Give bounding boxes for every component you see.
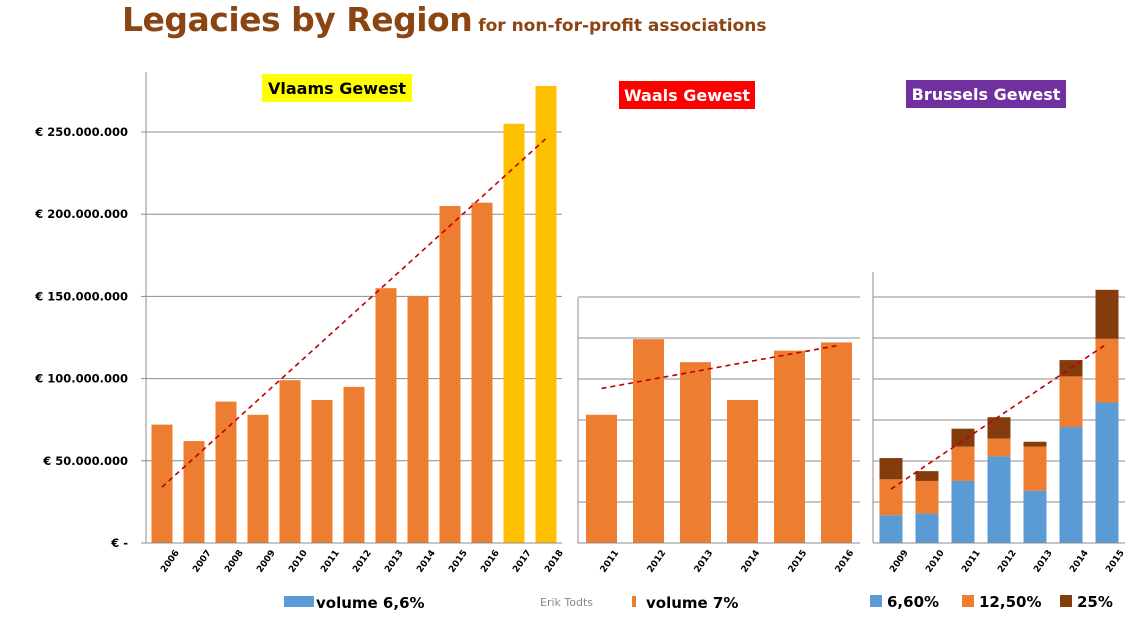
y-tick-label: € 200.000.000 (34, 207, 128, 221)
bar-segment (987, 438, 1011, 457)
bar-segment (987, 456, 1011, 543)
x-tick-label: 2010 (924, 548, 947, 574)
x-tick-label: 2006 (159, 548, 182, 574)
x-tick-label: 2011 (599, 548, 622, 574)
bar-segment (1023, 441, 1047, 447)
bar-segment (951, 480, 975, 543)
bar (535, 85, 557, 543)
x-tick-label: 2016 (834, 548, 857, 574)
bar (503, 123, 525, 543)
x-tick-label: 2011 (960, 548, 983, 574)
legend-label: volume 7% (646, 594, 738, 612)
bar-segment (915, 471, 939, 481)
region-title: Vlaams Gewest (268, 79, 406, 98)
x-tick-label: 2009 (888, 548, 911, 574)
x-tick-label: 2007 (191, 548, 214, 574)
bar-segment (1059, 376, 1083, 428)
y-tick-label: € 250.000.000 (34, 125, 128, 139)
x-tick-label: 2015 (787, 548, 810, 574)
y-tick-label: € 150.000.000 (34, 289, 128, 303)
x-tick-label: 2009 (255, 548, 278, 574)
bar (727, 399, 758, 543)
trendline (601, 344, 837, 390)
legend-swatch (284, 596, 314, 607)
x-tick-label: 2017 (511, 548, 534, 574)
bar (471, 202, 493, 543)
bar-segment (879, 458, 903, 480)
x-tick-label: 2012 (351, 548, 374, 574)
legend-swatch (1060, 595, 1072, 607)
region-title: Brussels Gewest (912, 85, 1061, 104)
bar (821, 342, 852, 543)
bar (215, 401, 237, 543)
bar (774, 350, 805, 543)
bar-segment (879, 479, 903, 516)
legend-swatch (962, 595, 974, 607)
x-tick-label: 2016 (479, 548, 502, 574)
legend-swatch (870, 595, 882, 607)
bar (311, 399, 333, 543)
x-tick-label: 2015 (1104, 548, 1127, 574)
x-tick-label: 2014 (740, 548, 763, 574)
y-tick-label: € 50.000.000 (42, 454, 128, 468)
credit-text: Erik Todts (540, 596, 593, 609)
x-tick-label: 2008 (223, 548, 246, 574)
bar-segment (1095, 289, 1119, 339)
bar (151, 424, 173, 543)
x-tick-label: 2015 (447, 548, 470, 574)
legend-label: volume 6,6% (316, 594, 425, 612)
bar-segment (951, 446, 975, 481)
y-tick-label: € - (110, 536, 128, 550)
bar-segment (879, 515, 903, 543)
bar (247, 414, 269, 543)
x-tick-label: 2018 (543, 548, 566, 574)
x-tick-label: 2010 (287, 548, 310, 574)
trendline (161, 137, 547, 488)
bar (680, 362, 711, 543)
bar (439, 205, 461, 544)
x-tick-label: 2012 (996, 548, 1019, 574)
legend-label: 12,50% (979, 593, 1041, 611)
page-title: Legacies by Region for non-for-profit ass… (122, 0, 767, 39)
bar (407, 296, 429, 543)
bar-segment (915, 513, 939, 543)
bar (633, 339, 664, 543)
bar-segment (987, 417, 1011, 439)
legend-label: 6,60% (887, 593, 939, 611)
bar (183, 441, 205, 543)
bar-segment (1023, 446, 1047, 491)
bar-segment (951, 428, 975, 447)
x-tick-label: 2014 (1068, 548, 1091, 574)
bar-segment (1059, 427, 1083, 543)
region-title-bg (619, 81, 755, 109)
bar-segment (1095, 338, 1119, 403)
x-tick-label: 2013 (693, 548, 716, 574)
bar (375, 288, 397, 543)
bar-segment (1023, 490, 1047, 543)
bar-segment (1095, 402, 1119, 543)
x-tick-label: 2012 (646, 548, 669, 574)
legend-label: 25% (1077, 593, 1113, 611)
x-tick-label: 2011 (319, 548, 342, 574)
bar (279, 380, 301, 543)
y-tick-label: € 100.000.000 (34, 372, 128, 386)
region-title-bg (262, 74, 412, 102)
bar (586, 414, 617, 543)
title-main: Legacies by Region (122, 0, 473, 39)
x-tick-label: 2013 (383, 548, 406, 574)
bar (343, 386, 365, 543)
bar-segment (915, 480, 939, 514)
region-title-bg (906, 80, 1066, 108)
title-subtitle: for non-for-profit associations (478, 16, 767, 36)
legend-swatch (632, 596, 636, 607)
x-tick-label: 2014 (415, 548, 438, 574)
x-tick-label: 2013 (1032, 548, 1055, 574)
trendline (890, 343, 1108, 490)
region-title: Waals Gewest (624, 86, 750, 105)
